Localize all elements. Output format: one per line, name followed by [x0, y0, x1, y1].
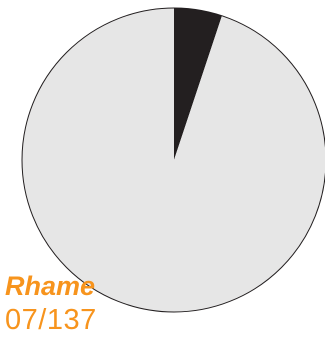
pie-slice-1 [22, 8, 325, 312]
count-ratio: 07/137 [5, 304, 97, 336]
place-name: Rhame [5, 271, 96, 301]
pie-slice-0 [174, 8, 222, 160]
chart-label: Rhame 07/137 [5, 270, 97, 338]
pie-outline [21, 7, 325, 313]
